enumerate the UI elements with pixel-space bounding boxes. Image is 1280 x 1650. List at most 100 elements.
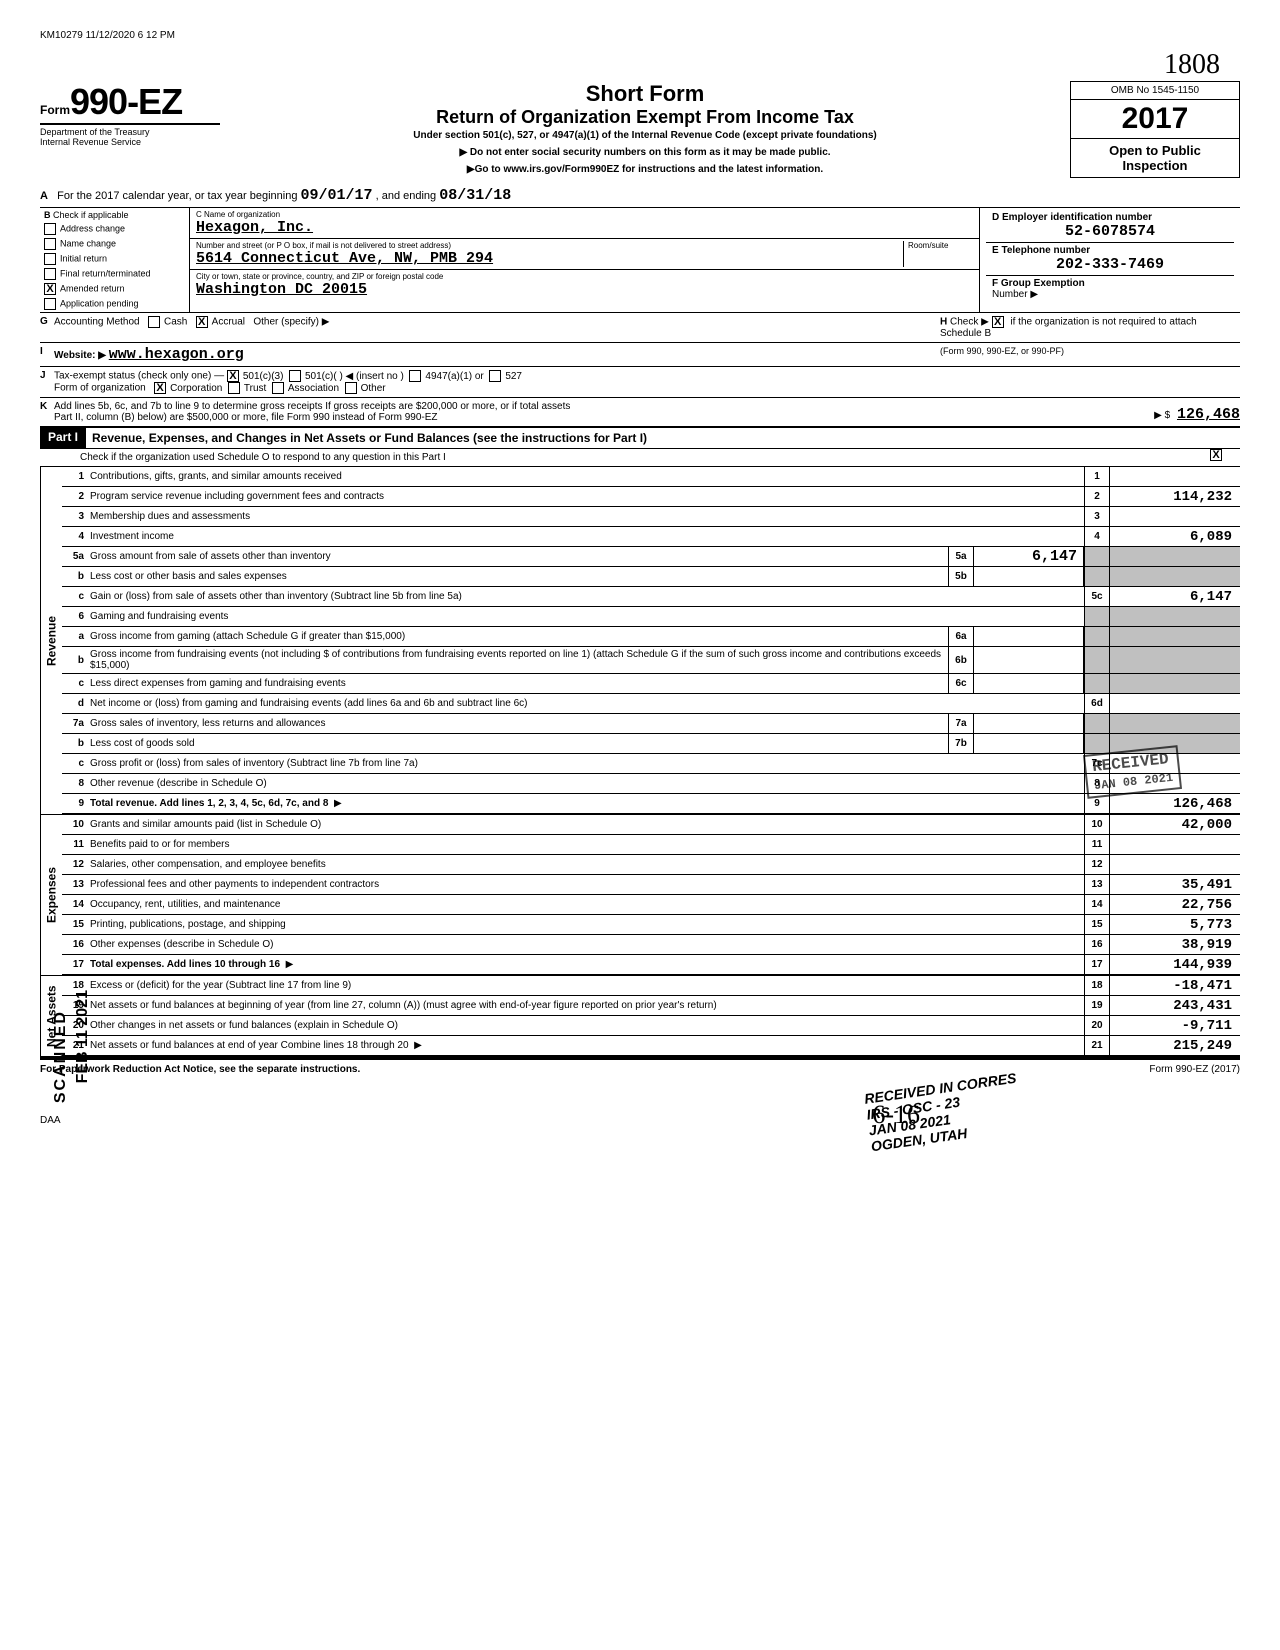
ein: 52-6078574: [992, 223, 1228, 240]
k-text2: Part II, column (B) below) are $500,000 …: [54, 412, 1060, 423]
section-b-c-d: B Check if applicable Address changeName…: [40, 208, 1240, 313]
tax-year-begin: 09/01/17: [301, 187, 373, 204]
line-6: 6Gaming and fundraising events: [62, 607, 1240, 627]
part-i-title: Revenue, Expenses, and Changes in Net As…: [86, 428, 1240, 448]
form-warning: ▶ Do not enter social security numbers o…: [230, 147, 1060, 158]
line-3: 3Membership dues and assessments3: [62, 507, 1240, 527]
j-form-label: Other: [361, 383, 386, 394]
row-i: I Website: ▶ www.hexagon.org (Form 990, …: [40, 343, 1240, 367]
line-1: 1Contributions, gifts, grants, and simil…: [62, 467, 1240, 487]
line-12: 12Salaries, other compensation, and empl…: [62, 855, 1240, 875]
line-10: 10Grants and similar amounts paid (list …: [62, 815, 1240, 835]
h-text: Check ▶: [950, 317, 989, 328]
accrual-checkbox[interactable]: X: [196, 316, 208, 328]
telephone: 202-333-7469: [992, 256, 1228, 273]
j-form-checkbox-0[interactable]: X: [154, 382, 166, 394]
website-label: Website: ▶: [54, 350, 106, 361]
b-checkbox-1[interactable]: [44, 238, 56, 250]
j-opt-checkbox-0[interactable]: X: [227, 370, 239, 382]
j-form-checkbox-1[interactable]: [228, 382, 240, 394]
b-item-label: Final return/terminated: [60, 268, 151, 278]
b-heading: Check if applicable: [53, 210, 129, 220]
b-checkbox-2[interactable]: [44, 253, 56, 265]
org-name: Hexagon, Inc.: [196, 219, 973, 236]
dept-treasury: Department of the Treasury: [40, 127, 220, 137]
cash-checkbox[interactable]: [148, 316, 160, 328]
room-label: Room/suite: [908, 241, 973, 250]
line-c: cLess direct expenses from gaming and fu…: [62, 674, 1240, 694]
j-opt-checkbox-3[interactable]: [489, 370, 501, 382]
form-under: Under section 501(c), 527, or 4947(a)(1)…: [230, 130, 1060, 141]
website-url: www.hexagon.org: [109, 346, 244, 363]
line-8: 8Other revenue (describe in Schedule O)8: [62, 774, 1240, 794]
c-name-label: C Name of organization: [196, 210, 973, 219]
part-i-label: Part I: [40, 428, 86, 448]
row-j: J Tax-exempt status (check only one) — X…: [40, 367, 1240, 398]
line-a: aGross income from gaming (attach Schedu…: [62, 627, 1240, 647]
line-a-prefix: For the 2017 calendar year, or tax year …: [57, 190, 297, 202]
b-checkbox-4[interactable]: X: [44, 283, 56, 295]
line-7a: 7aGross sales of inventory, less returns…: [62, 714, 1240, 734]
org-city: Washington DC 20015: [196, 281, 973, 298]
doc-meta: KM10279 11/12/2020 6 12 PM: [40, 30, 1240, 41]
received-corres-stamp: RECEIVED IN CORRES IRS - OSC - 23 JAN 08…: [863, 1070, 1024, 1155]
revenue-label: Revenue: [40, 467, 62, 814]
k-arrow: ▶ $: [1154, 410, 1170, 421]
j-opt-label: 4947(a)(1) or: [425, 371, 483, 382]
line-a-mid: , and ending: [376, 190, 437, 202]
other-label: Other (specify) ▶: [253, 317, 329, 328]
b-item-label: Amended return: [60, 283, 125, 293]
scan-date-stamp: FEB 11 2021: [74, 990, 92, 1083]
line-13: 13Professional fees and other payments t…: [62, 875, 1240, 895]
expenses-label: Expenses: [40, 815, 62, 975]
form-org-label: Form of organization: [54, 383, 146, 394]
gross-receipts: 126,468: [1177, 406, 1240, 423]
b-item-label: Initial return: [60, 253, 107, 263]
line-2: 2Program service revenue including gover…: [62, 487, 1240, 507]
h-rest2: (Form 990, 990-EZ, or 990-PF): [940, 346, 1240, 363]
j-form-checkbox-2[interactable]: [272, 382, 284, 394]
part-i-header: Part I Revenue, Expenses, and Changes in…: [40, 428, 1240, 449]
omb-number: OMB No 1545-1150: [1071, 82, 1239, 100]
line-20: 20Other changes in net assets or fund ba…: [62, 1016, 1240, 1036]
part-i-checkline: Check if the organization used Schedule …: [40, 449, 1210, 466]
row-k: K Add lines 5b, 6c, and 7b to line 9 to …: [40, 398, 1240, 428]
line-b: bLess cost or other basis and sales expe…: [62, 567, 1240, 587]
b-checkbox-0[interactable]: [44, 223, 56, 235]
j-opt-checkbox-2[interactable]: [409, 370, 421, 382]
form-header: Form 990-EZ Department of the Treasury I…: [40, 81, 1240, 178]
j-form-checkbox-3[interactable]: [345, 382, 357, 394]
h-checkbox[interactable]: X: [992, 316, 1004, 328]
f-label: F Group Exemption: [992, 278, 1228, 289]
line-4: 4Investment income46,089: [62, 527, 1240, 547]
line-b: bGross income from fundraising events (n…: [62, 647, 1240, 674]
b-checkbox-3[interactable]: [44, 268, 56, 280]
part-i-check: Check if the organization used Schedule …: [40, 449, 1240, 467]
line-19: 19Net assets or fund balances at beginni…: [62, 996, 1240, 1016]
b-checkbox-5[interactable]: [44, 298, 56, 310]
row-g: G Accounting Method Cash XAccrual Other …: [40, 313, 1240, 343]
j-form-label: Trust: [244, 383, 266, 394]
line-a: A For the 2017 calendar year, or tax yea…: [40, 184, 1240, 208]
line-18: 18Excess or (deficit) for the year (Subt…: [62, 976, 1240, 996]
b-item-label: Name change: [60, 238, 116, 248]
dept-irs: Internal Revenue Service: [40, 137, 220, 147]
line-5a: 5aGross amount from sale of assets other…: [62, 547, 1240, 567]
b-item-label: Address change: [60, 223, 125, 233]
j-opt-label: 501(c)( ) ◀ (insert no ): [305, 371, 404, 382]
form-number: 990-EZ: [70, 81, 182, 123]
form-word: Form: [40, 103, 70, 117]
schedule-o-checkbox[interactable]: X: [1210, 449, 1222, 461]
j-opt-checkbox-1[interactable]: [289, 370, 301, 382]
line-21: 21Net assets or fund balances at end of …: [62, 1036, 1240, 1056]
line-c: cGross profit or (loss) from sales of in…: [62, 754, 1240, 774]
j-opt-label: 527: [505, 371, 522, 382]
accrual-label: Accrual: [212, 317, 245, 328]
tax-year: 2017: [1071, 100, 1239, 139]
g-label: Accounting Method: [54, 317, 140, 328]
line-b: bLess cost of goods sold7b: [62, 734, 1240, 754]
j-form-label: Association: [288, 383, 339, 394]
revenue-section: Revenue 1Contributions, gifts, grants, a…: [40, 467, 1240, 815]
cash-label: Cash: [164, 317, 187, 328]
b-item-label: Application pending: [60, 298, 139, 308]
